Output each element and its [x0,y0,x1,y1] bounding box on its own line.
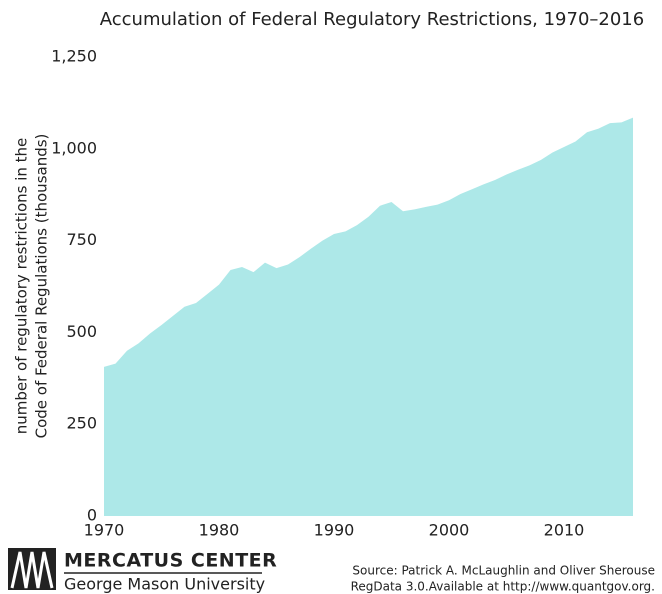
x-tick-label: 2010 [544,521,585,540]
y-tick-label: 0 [87,506,97,525]
y-tick-label: 250 [66,414,97,433]
chart-title: Accumulation of Federal Regulatory Restr… [100,9,644,30]
source-note: Source: Patrick A. McLaughlin and Oliver… [352,564,655,578]
logo-icon [8,548,56,590]
x-tick-label: 1990 [314,521,355,540]
y-axis-label: Code of Federal Regulations (thousands) [33,134,51,439]
logo-name: MERCATUS CENTER [64,550,277,572]
y-tick-label: 1,250 [51,47,97,66]
area [104,117,633,516]
y-tick-label: 750 [66,230,97,249]
x-tick-label: 2000 [429,521,470,540]
x-tick-label: 1980 [199,521,240,540]
y-tick-label: 1,000 [51,138,97,157]
logo-pattern [10,551,54,589]
source-note: RegData 3.0.Available at http://www.quan… [351,580,655,594]
x-tick-label: 1970 [84,521,125,540]
y-tick-label: 500 [66,322,97,341]
logo-subtitle: George Mason University [64,575,265,594]
y-axis-label: number of regulatory restrictions in the [13,138,31,435]
